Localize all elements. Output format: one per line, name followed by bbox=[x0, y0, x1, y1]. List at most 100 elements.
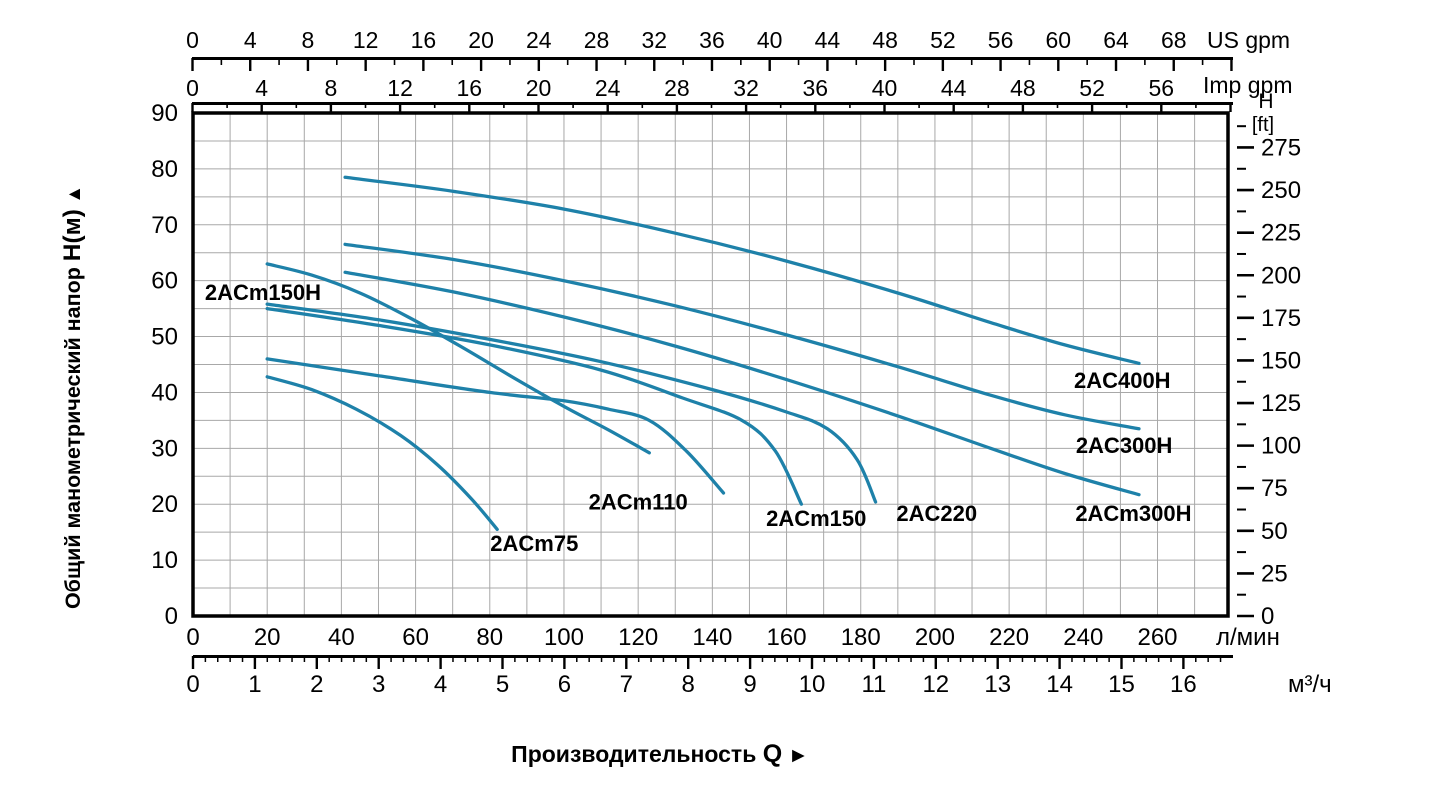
m3h-tick-label: 6 bbox=[558, 671, 571, 698]
x-axis-title: Производительность Q ► bbox=[511, 740, 809, 768]
us-tick-label: 60 bbox=[1046, 27, 1072, 53]
m3h-tick-label: 2 bbox=[310, 671, 323, 698]
axis-m3h: 0 1 2 3 4 5 6 7 8 9 10 11 12 13 14 15 16 м³/ч bbox=[186, 655, 1332, 698]
axis-imp-gpm: 0 4 8 12 16 20 24 28 32 36 40 44 48 52 56 Imp gpm bbox=[186, 72, 1292, 112]
us-tick-label: 44 bbox=[815, 27, 841, 53]
ft-tick-label: 0 bbox=[1261, 603, 1274, 630]
axis-h-m: 0 10 20 30 40 50 60 70 80 90 bbox=[151, 100, 178, 630]
m3h-tick-label: 8 bbox=[682, 671, 695, 698]
h-m-tick-label: 0 bbox=[165, 603, 178, 630]
h-m-tick-label: 30 bbox=[151, 435, 178, 462]
ft-tick-label: 75 bbox=[1261, 475, 1288, 502]
imp-tick-label: 56 bbox=[1149, 75, 1175, 101]
ft-tick-label: 175 bbox=[1261, 305, 1301, 332]
curve-label-2AC220: 2AC220 bbox=[896, 501, 977, 526]
us-tick-label: 52 bbox=[930, 27, 956, 53]
y-axis-title-main: Общий манометрический напор bbox=[61, 261, 85, 609]
imp-unit-label: Imp gpm bbox=[1203, 72, 1292, 98]
curve-2ACm110 bbox=[265, 357, 726, 495]
lpm-tick-label: 60 bbox=[402, 624, 429, 651]
us-tick-label: 64 bbox=[1103, 27, 1129, 53]
curve-label-2ACm75: 2ACm75 bbox=[490, 531, 578, 556]
m3h-tick-label: 13 bbox=[984, 671, 1011, 698]
imp-tick-label: 4 bbox=[255, 75, 268, 101]
lpm-tick-label: 240 bbox=[1063, 624, 1103, 651]
curve-2AC220 bbox=[265, 302, 878, 504]
curve-2AC400H bbox=[343, 175, 1141, 366]
y-axis-title-symbol: H(м) bbox=[59, 209, 86, 261]
curve-2ACm150H bbox=[265, 262, 651, 455]
imp-tick-label: 20 bbox=[526, 75, 552, 101]
us-tick-label: 8 bbox=[302, 27, 315, 53]
curve-label-2AC400H: 2AC400H bbox=[1074, 368, 1171, 393]
curve-2ACm75 bbox=[265, 375, 499, 532]
m3h-tick-label: 11 bbox=[861, 671, 886, 698]
plot-grid bbox=[193, 113, 1228, 616]
lpm-tick-label: 0 bbox=[186, 624, 199, 651]
m3h-tick-label: 5 bbox=[496, 671, 509, 698]
m3h-tick-label: 14 bbox=[1046, 671, 1073, 698]
curve-2AC300H bbox=[343, 242, 1141, 431]
m3h-tick-label: 1 bbox=[248, 671, 261, 698]
x-axis-title-symbol: Q bbox=[763, 740, 782, 768]
curve-label-2AC300H: 2AC300H bbox=[1076, 433, 1173, 458]
curve-label-2ACm300H: 2ACm300H bbox=[1075, 501, 1191, 526]
imp-tick-label: 28 bbox=[664, 75, 690, 101]
us-tick-label: 68 bbox=[1161, 27, 1187, 53]
curve-2ACm300H bbox=[343, 270, 1141, 497]
us-tick-label: 16 bbox=[411, 27, 437, 53]
h-m-tick-label: 50 bbox=[151, 324, 178, 351]
imp-tick-label: 32 bbox=[733, 75, 759, 101]
imp-tick-label: 48 bbox=[1010, 75, 1036, 101]
h-m-tick-label: 70 bbox=[151, 212, 178, 239]
h-m-tick-label: 40 bbox=[151, 379, 178, 406]
lpm-tick-label: 180 bbox=[841, 624, 881, 651]
m3h-tick-label: 4 bbox=[434, 671, 447, 698]
lpm-tick-label: 160 bbox=[767, 624, 807, 651]
lpm-tick-label: 220 bbox=[989, 624, 1029, 651]
m3h-tick-label: 9 bbox=[743, 671, 756, 698]
h-m-tick-label: 10 bbox=[151, 547, 178, 574]
us-tick-label: 56 bbox=[988, 27, 1014, 53]
x-axis-title-text: Производительность bbox=[511, 741, 763, 767]
curve-label-2ACm110: 2ACm110 bbox=[589, 489, 688, 514]
y-axis-title-text: Общий манометрический напор H(м) ▲ bbox=[59, 185, 86, 609]
us-tick-label: 28 bbox=[584, 27, 610, 53]
m3h-tick-label: 12 bbox=[922, 671, 949, 698]
axis-lpm: 0 20 40 60 80 100 120 140 160 180 200 220 240 260 л/ми… bbox=[186, 624, 1280, 651]
h-m-tick-label: 90 bbox=[151, 100, 178, 127]
ft-tick-label: 225 bbox=[1261, 220, 1301, 247]
lpm-tick-label: 120 bbox=[618, 624, 658, 651]
ft-tick-label: 25 bbox=[1261, 560, 1288, 587]
h-m-tick-label: 20 bbox=[151, 491, 178, 518]
ft-tick-label: 125 bbox=[1261, 390, 1301, 417]
lpm-tick-label: 200 bbox=[915, 624, 955, 651]
us-tick-label: 12 bbox=[353, 27, 379, 53]
h-m-tick-label: 60 bbox=[151, 268, 178, 295]
x-axis-right-arrow-icon: ► bbox=[782, 744, 809, 767]
ft-header-ft: [ft] bbox=[1252, 114, 1274, 136]
imp-tick-label: 12 bbox=[387, 75, 413, 101]
lpm-tick-label: 260 bbox=[1137, 624, 1177, 651]
y-axis-up-arrow-icon: ▲ bbox=[64, 185, 85, 209]
ft-tick-label: 200 bbox=[1261, 262, 1301, 289]
curve-label-2ACm150: 2ACm150 bbox=[766, 506, 866, 531]
m3h-tick-label: 15 bbox=[1108, 671, 1135, 698]
plot-border bbox=[191, 111, 1230, 618]
curve-label-2ACm150H: 2ACm150H bbox=[205, 280, 321, 305]
imp-tick-label: 8 bbox=[325, 75, 338, 101]
lpm-tick-label: 40 bbox=[328, 624, 355, 651]
lpm-tick-label: 80 bbox=[476, 624, 503, 651]
m3h-tick-label: 10 bbox=[799, 671, 826, 698]
lpm-unit-label: л/мин bbox=[1216, 624, 1280, 651]
ft-tick-label: 250 bbox=[1261, 177, 1301, 204]
ft-header-h: H bbox=[1258, 90, 1273, 113]
lpm-tick-label: 20 bbox=[254, 624, 281, 651]
pump-curves: 2ACm75 2ACm110 2ACm150 2AC220 2ACm150H 2ACm30… bbox=[205, 175, 1191, 556]
us-tick-label: 36 bbox=[699, 27, 725, 53]
ft-tick-label: 150 bbox=[1261, 347, 1301, 374]
curve-2ACm150 bbox=[265, 306, 804, 506]
us-unit-label: US gpm bbox=[1207, 27, 1290, 53]
